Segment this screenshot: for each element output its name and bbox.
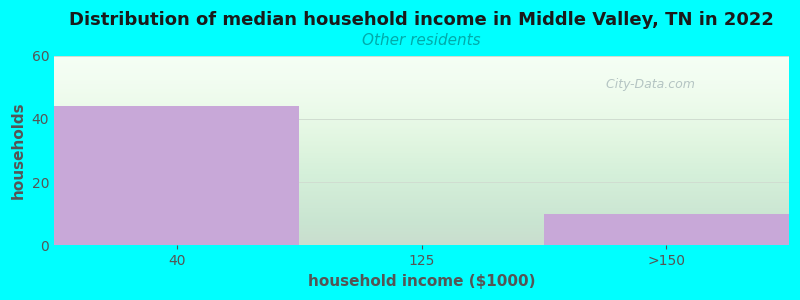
Text: City-Data.com: City-Data.com	[598, 78, 694, 91]
X-axis label: household income ($1000): household income ($1000)	[308, 274, 535, 289]
Text: Other residents: Other residents	[362, 33, 481, 48]
Bar	[544, 214, 789, 245]
Title: Distribution of median household income in Middle Valley, TN in 2022: Distribution of median household income …	[69, 11, 774, 29]
Bar	[54, 106, 299, 245]
Y-axis label: households: households	[11, 102, 26, 199]
